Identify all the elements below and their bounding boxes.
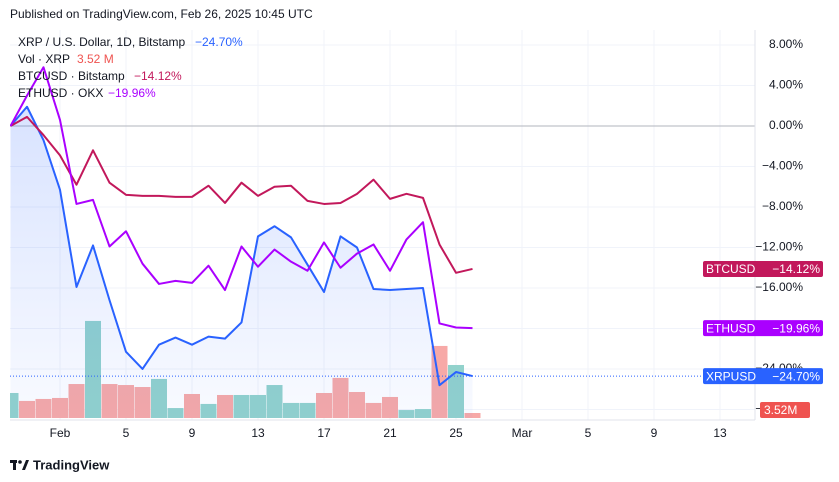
- header: Published on TradingView.com, Feb 26, 20…: [10, 7, 313, 21]
- legend-name: BTCUSD · Bitstamp: [18, 69, 125, 83]
- x-tick-label: Feb: [50, 426, 71, 440]
- tag-value: −14.12%: [772, 262, 820, 276]
- tag-bg: [760, 401, 810, 418]
- legend-name: XRP / U.S. Dollar, 1D, Bitstamp: [18, 35, 185, 49]
- y-tick-label: 8.00%: [769, 37, 803, 51]
- y-tick-label: −16.00%: [755, 280, 803, 294]
- footer: TradingView: [33, 457, 110, 472]
- area: [10, 106, 473, 418]
- x-tick-label: 5: [123, 426, 130, 440]
- y-tick-label: 4.00%: [769, 78, 803, 92]
- legend-name: Vol · XRP: [18, 52, 70, 66]
- x-tick-label: 9: [651, 426, 658, 440]
- price-tag: ETHUSD −19.96%: [703, 320, 823, 337]
- x-tick-label: 13: [713, 426, 727, 440]
- series-line: [10, 66, 473, 330]
- legend-value: −19.96%: [108, 86, 156, 100]
- x-tick-label: 13: [251, 426, 265, 440]
- logo: TradingView: [10, 457, 110, 472]
- x-tick-label: 17: [317, 426, 331, 440]
- x-tick-label: 5: [585, 426, 592, 440]
- tag-name: XRPUSD: [706, 369, 756, 383]
- price-tag: BTCUSD −14.12%: [703, 260, 823, 277]
- x-tick-label: 21: [383, 426, 397, 440]
- legend: XRP / U.S. Dollar, 1D, Bitstamp −24.70% …: [18, 35, 243, 100]
- tag-bg: [703, 320, 823, 337]
- tags: XRPUSD −24.70% BTCUSD −14.12% ETHUSD −19.96% 3…: [703, 260, 823, 418]
- legend-value: −14.12%: [134, 69, 182, 83]
- y-tick-label: −8.00%: [762, 199, 803, 213]
- logo-mark: [22, 460, 29, 470]
- legend-value: 3.52 M: [77, 52, 114, 66]
- y-tick-label: −12.00%: [755, 240, 803, 254]
- y-tick-label: 0.00%: [769, 118, 803, 132]
- volume-tag: 3.52M: [760, 401, 810, 418]
- x-tick-label: Mar: [512, 426, 533, 440]
- lines: [10, 66, 755, 418]
- tag-bg: [703, 260, 823, 277]
- tag-value: −24.70%: [772, 369, 820, 383]
- y-tick-label: −4.00%: [762, 159, 803, 173]
- tag-name: ETHUSD: [706, 321, 756, 335]
- logo-mark: [13, 460, 16, 470]
- series-line: [10, 115, 473, 274]
- legend-name: ETHUSD · OKX: [18, 86, 103, 100]
- price-tag: XRPUSD −24.70%: [703, 368, 823, 385]
- series-line: [10, 105, 473, 387]
- x-tick-label: 9: [189, 426, 196, 440]
- x-tick-label: 25: [449, 426, 463, 440]
- tag-value: 3.52M: [764, 403, 797, 417]
- logo-mark: [18, 460, 22, 464]
- tag-value: −19.96%: [772, 321, 820, 335]
- tag-name: BTCUSD: [706, 262, 756, 276]
- legend-value: −24.70%: [195, 35, 243, 49]
- tag-bg: [703, 368, 823, 385]
